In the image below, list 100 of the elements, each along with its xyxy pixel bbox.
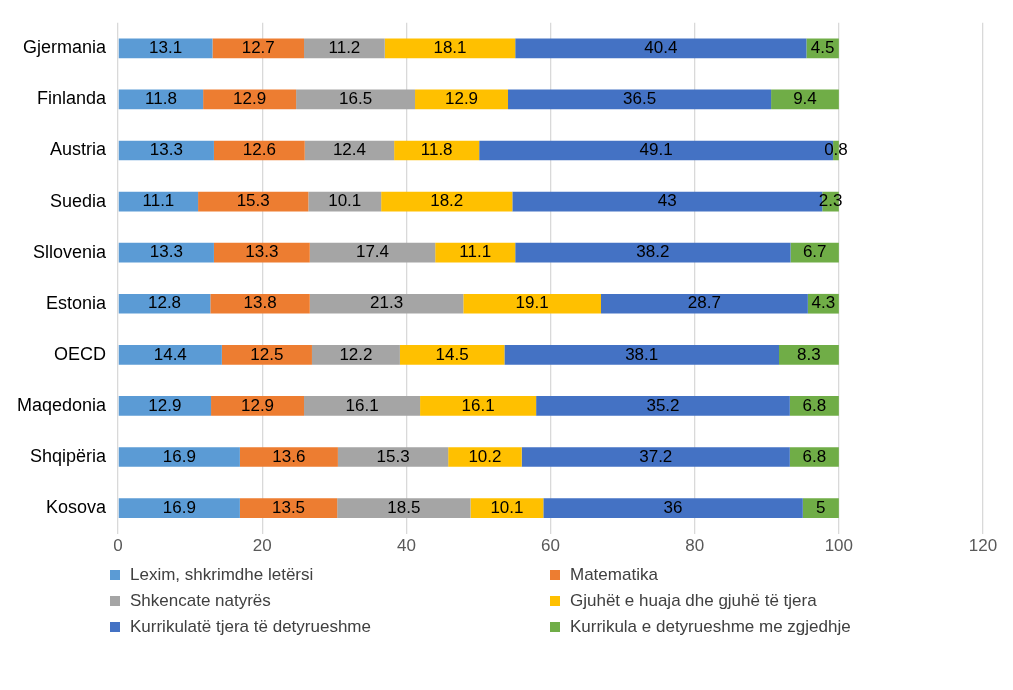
x-tick-label: 60 (541, 536, 560, 556)
y-tick-label: Gjermania (23, 37, 108, 58)
data-label: 13.1 (149, 38, 183, 58)
data-label: 14.5 (435, 344, 469, 364)
data-label: 18.5 (387, 497, 421, 517)
data-label: 12.4 (332, 140, 366, 160)
data-label: 38.1 (625, 344, 659, 364)
data-label: 36 (663, 497, 683, 517)
data-label: 17.4 (355, 242, 390, 262)
bar (304, 396, 421, 416)
bar (508, 89, 772, 110)
data-label: 12.7 (241, 38, 275, 58)
x-tick-label: 100 (824, 536, 854, 556)
data-label: 28.7 (687, 293, 721, 313)
bar (221, 344, 312, 365)
y-tick-label: Maqedonia (16, 394, 108, 415)
data-label: 9.4 (793, 89, 817, 109)
data-label: 43 (657, 191, 677, 211)
data-label: 11.8 (420, 140, 453, 160)
x-tick-label: 20 (252, 536, 272, 556)
data-label: 12.8 (147, 293, 182, 313)
bar (211, 396, 305, 416)
data-label: 19.1 (515, 293, 549, 313)
data-label: 16.9 (162, 446, 196, 466)
data-label: 16.9 (162, 497, 196, 517)
data-label: 12.9 (444, 89, 479, 109)
data-label: 16.5 (339, 89, 373, 109)
data-label: 13.3 (149, 140, 183, 160)
bar (239, 447, 338, 467)
data-label: 35.2 (646, 395, 680, 415)
x-tick-label: 0 (113, 536, 123, 556)
bar (600, 293, 808, 314)
bar (337, 498, 471, 518)
bar (337, 447, 449, 467)
data-label: 13.3 (245, 242, 279, 262)
x-tick-label: 80 (685, 536, 705, 556)
y-tick-label: Austria (50, 139, 108, 160)
data-label: 6.7 (802, 242, 827, 262)
data-label: 11.1 (142, 191, 175, 211)
data-label: 10.1 (328, 191, 362, 211)
data-label: 12.9 (148, 395, 182, 415)
x-tick-label: 40 (396, 536, 416, 556)
data-label: 11.2 (328, 38, 361, 58)
data-label: 49.1 (639, 140, 673, 160)
x-tick-label: 120 (968, 536, 998, 556)
y-tick-label: Suedia (50, 190, 108, 211)
legend-label: Matematika (570, 565, 658, 585)
bar (515, 242, 791, 263)
bar (521, 447, 790, 467)
data-label: 18.2 (430, 191, 464, 211)
y-tick-label: Estonia (46, 292, 108, 313)
bar (399, 344, 505, 365)
data-label: 21.3 (370, 293, 404, 313)
data-label: 12.9 (233, 89, 267, 109)
bar (420, 396, 537, 416)
bar (309, 242, 436, 263)
bar (311, 344, 400, 365)
data-label: 4.3 (811, 293, 836, 313)
data-label: 15.3 (376, 446, 410, 466)
bar (543, 498, 803, 518)
data-label: 18.1 (433, 38, 467, 58)
data-label: 11.1 (459, 242, 492, 262)
bar (463, 293, 601, 314)
data-label: 38.2 (636, 242, 670, 262)
data-label: 6.8 (802, 446, 827, 466)
data-label: 0.8 (824, 140, 848, 160)
bar (309, 293, 464, 314)
y-tick-label: Kosova (46, 497, 108, 518)
data-label: 10.1 (490, 497, 524, 517)
data-label: 12.9 (240, 395, 275, 415)
data-label: 10.2 (468, 446, 502, 466)
legend-label: Kurrikula e detyrueshme me zgjedhje (570, 617, 851, 637)
data-label: 11.8 (145, 89, 177, 109)
data-label: 40.4 (644, 38, 678, 58)
data-label: 12.5 (250, 344, 284, 364)
bar (802, 498, 839, 518)
data-label: 12.2 (339, 344, 373, 364)
data-label: 5 (816, 497, 826, 517)
y-tick-label: Sllovenia (33, 241, 108, 262)
data-label: 16.1 (461, 395, 495, 415)
bar (118, 293, 211, 314)
data-label: 15.3 (236, 191, 270, 211)
data-label: 6.8 (802, 395, 827, 415)
data-label: 13.3 (149, 242, 183, 262)
data-label: 16.1 (345, 395, 379, 415)
data-label: 36.5 (623, 89, 657, 109)
data-label: 13.5 (271, 497, 306, 517)
data-label: 37.2 (639, 446, 673, 466)
data-label: 13.6 (272, 446, 306, 466)
bar (118, 498, 240, 518)
bar (239, 498, 338, 518)
data-label: 12.6 (242, 140, 276, 160)
data-label: 14.4 (153, 344, 187, 364)
data-label: 4.5 (810, 38, 835, 58)
bar (118, 447, 240, 467)
data-label: 13.8 (243, 293, 277, 313)
bar (118, 344, 222, 365)
legend-label: Kurrikulatë tjera të detyrueshme (130, 617, 371, 637)
bar (536, 396, 790, 416)
bar (515, 38, 807, 59)
